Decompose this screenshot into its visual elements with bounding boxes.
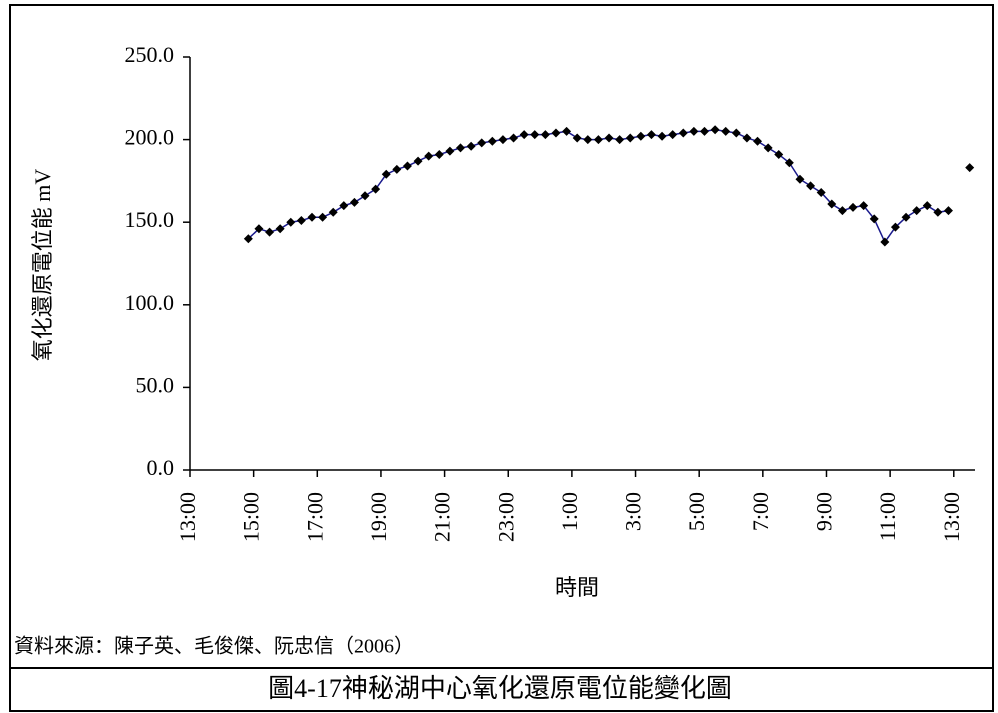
x-tick-label: 23:00 <box>493 492 518 542</box>
data-point <box>710 125 720 135</box>
y-axis-label: 氧化還原電位能 mV <box>30 169 55 362</box>
x-tick-label: 13:00 <box>939 492 964 542</box>
frame <box>9 4 994 712</box>
data-point <box>933 207 943 217</box>
x-axis-label: 時間 <box>555 575 599 600</box>
data-point <box>668 130 678 140</box>
data-point <box>943 206 953 216</box>
data-point <box>731 128 741 138</box>
data-point <box>774 149 784 159</box>
data-point <box>869 214 879 224</box>
x-tick-label: 11:00 <box>875 492 900 541</box>
data-point <box>912 206 922 216</box>
x-tick-label: 5:00 <box>684 492 709 531</box>
data-point <box>784 158 794 168</box>
data-point <box>721 126 731 136</box>
data-point <box>965 163 975 173</box>
data-point <box>551 128 561 138</box>
x-tick-label: 21:00 <box>430 492 455 542</box>
data-point <box>795 174 805 184</box>
data-point <box>318 212 328 222</box>
data-point <box>540 130 550 140</box>
x-tick-label: 3:00 <box>621 492 646 531</box>
data-point <box>583 135 593 145</box>
data-point <box>254 224 264 234</box>
x-tick-label: 9:00 <box>812 492 837 531</box>
data-point <box>286 217 296 227</box>
data-point <box>275 224 285 234</box>
data-point <box>922 201 932 211</box>
data-point <box>498 135 508 145</box>
data-point <box>699 126 709 136</box>
y-tick-label: 200.0 <box>125 125 175 150</box>
data-point <box>827 199 837 209</box>
data-point <box>678 128 688 138</box>
data-point <box>307 212 317 222</box>
data-point <box>434 149 444 159</box>
data-point <box>519 130 529 140</box>
x-tick-label: 1:00 <box>557 492 582 531</box>
data-point <box>763 143 773 153</box>
data-point <box>646 130 656 140</box>
data-point <box>657 131 667 141</box>
y-tick-label: 150.0 <box>125 207 175 232</box>
data-point <box>371 184 381 194</box>
data-point <box>349 197 359 207</box>
data-point <box>837 206 847 216</box>
y-tick-label: 250.0 <box>125 42 175 67</box>
x-tick-label: 7:00 <box>748 492 773 531</box>
data-point <box>848 202 858 212</box>
data-point <box>413 156 423 166</box>
data-point <box>477 138 487 148</box>
x-tick-label: 15:00 <box>239 492 264 542</box>
caption: 圖4-17神秘湖中心氧化還原電位能變化圖 <box>268 674 732 703</box>
data-line <box>247 128 949 244</box>
data-point <box>753 136 763 146</box>
data-point <box>689 126 699 136</box>
data-point <box>572 133 582 143</box>
data-point <box>487 136 497 146</box>
data-point <box>880 237 890 247</box>
data-point <box>636 131 646 141</box>
data-point <box>456 143 466 153</box>
data-point <box>381 169 391 179</box>
y-tick-label: 100.0 <box>125 290 175 315</box>
x-tick-label: 17:00 <box>302 492 327 542</box>
data-point <box>424 151 434 161</box>
data-point <box>265 227 275 237</box>
data-point <box>392 164 402 174</box>
data-point <box>625 133 635 143</box>
data-point <box>466 141 476 151</box>
data-point <box>901 212 911 222</box>
data-point <box>562 126 572 136</box>
data-point <box>859 201 869 211</box>
y-tick-label: 0.0 <box>147 455 175 480</box>
x-tick-label: 19:00 <box>366 492 391 542</box>
y-tick-label: 50.0 <box>136 372 175 397</box>
data-point <box>509 133 519 143</box>
data-point <box>530 130 540 140</box>
data-point <box>445 146 455 156</box>
data-point <box>615 135 625 145</box>
source-note: 資料來源：陳子英、毛俊傑、阮忠信（2006） <box>14 635 414 658</box>
data-point <box>806 181 816 191</box>
data-point <box>742 133 752 143</box>
data-point <box>296 216 306 226</box>
data-point <box>360 191 370 201</box>
x-tick-label: 13:00 <box>175 492 200 542</box>
data-point <box>890 222 900 232</box>
data-point <box>402 161 412 171</box>
data-point <box>604 133 614 143</box>
data-point <box>339 201 349 211</box>
data-point <box>593 135 603 145</box>
data-point <box>243 234 253 244</box>
data-point <box>816 187 826 197</box>
data-point <box>328 207 338 217</box>
